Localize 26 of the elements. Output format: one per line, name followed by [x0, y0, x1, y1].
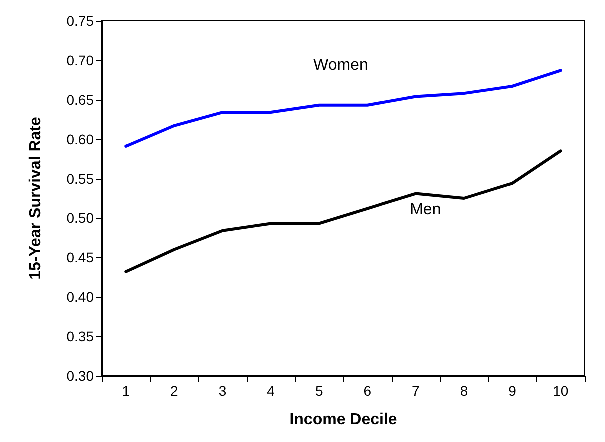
y-tick-label: 0.70 [66, 52, 94, 68]
series-label: Women [314, 56, 368, 74]
y-tick-label: 0.40 [66, 289, 94, 306]
y-tick-label: 0.50 [66, 210, 94, 226]
x-tick-label: 6 [364, 383, 372, 399]
x-tick-label: 7 [412, 383, 420, 399]
y-tick-label: 0.65 [66, 92, 94, 108]
y-tick-label: 0.45 [66, 250, 94, 266]
line-series [124, 69, 562, 148]
y-tick-label: 0.55 [66, 170, 94, 187]
series-label: Men [410, 201, 442, 218]
x-tick-label: 4 [267, 383, 276, 399]
line-series [124, 150, 562, 274]
x-axis-title: Income Decile [290, 412, 398, 428]
x-tick-label: 8 [460, 383, 468, 399]
x-tick-label: 10 [553, 383, 569, 399]
y-tick-label: 0.75 [66, 13, 94, 29]
x-tick-label: 3 [218, 383, 227, 399]
y-tick-label: 0.60 [66, 131, 94, 148]
y-tick-label: 0.35 [66, 328, 94, 345]
x-tick-label: 1 [122, 383, 130, 399]
x-tick-label: 2 [170, 383, 179, 399]
y-axis-title: 15-Year Survival Rate [28, 117, 44, 280]
y-tick-label: 0.30 [66, 368, 94, 384]
x-tick-label: 5 [315, 383, 324, 399]
x-tick-label: 9 [508, 383, 517, 399]
